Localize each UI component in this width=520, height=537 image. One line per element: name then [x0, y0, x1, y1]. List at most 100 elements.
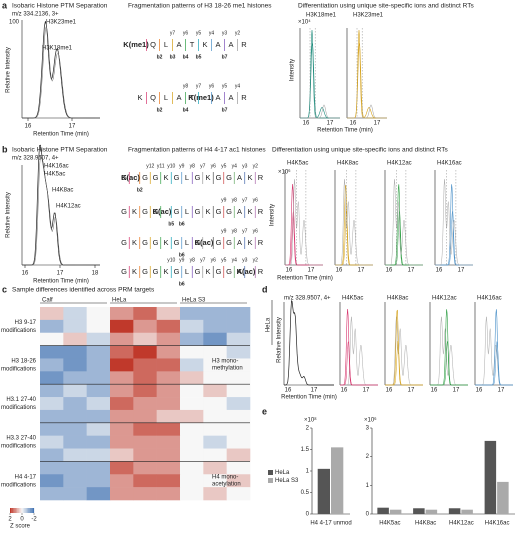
y-ion: y7	[242, 197, 248, 203]
peak-label: H3K18me1	[42, 46, 73, 52]
heatmap-cell	[156, 384, 181, 398]
y-ion: y8	[183, 83, 189, 89]
trace	[300, 104, 340, 119]
colorbar	[12, 508, 14, 513]
residue: K	[132, 238, 137, 247]
residue: L	[185, 238, 189, 247]
heatmap-cell	[133, 332, 157, 346]
x-tick-label: 17	[453, 388, 460, 394]
colorbar	[31, 508, 33, 513]
y-tick-label: 2	[366, 454, 370, 460]
colorbar	[11, 508, 13, 513]
trace	[340, 340, 378, 386]
row-group-label: H3 9-17	[15, 320, 37, 326]
colorbar	[13, 508, 15, 513]
heatmap-cell	[156, 371, 181, 385]
annotation: H3 mono-	[212, 358, 238, 364]
y-ion: y3	[222, 30, 228, 36]
heatmap-cell	[226, 358, 251, 372]
residue: A	[176, 93, 181, 102]
residue: G	[153, 207, 159, 216]
heatmap-cell	[133, 461, 157, 475]
heatmap-cell	[40, 307, 64, 321]
heatmap-cell	[110, 358, 134, 372]
x-tick-label: H4K8ac	[415, 521, 436, 527]
heatmap-cell	[226, 371, 251, 385]
heatmap-cell	[156, 307, 181, 321]
y-ion: y7	[200, 257, 206, 263]
x-tick-label: 16	[386, 268, 393, 274]
row-group-label: H4 4-17	[15, 474, 37, 480]
heatmap-cell	[86, 409, 111, 424]
residue: K	[163, 173, 168, 182]
column-group-label: Calf	[42, 298, 53, 304]
y-ion: y12	[146, 163, 154, 169]
colorbar	[24, 508, 26, 513]
residue: K(ac)	[153, 207, 172, 216]
y-ion: y8	[232, 197, 238, 203]
legend-label: HeLa	[275, 470, 290, 476]
residue: K	[205, 267, 210, 276]
panel-title: Differentiation using unique site-specif…	[272, 147, 448, 154]
heatmap-cell	[180, 422, 204, 436]
subplot-title: H4K16ac	[437, 161, 462, 167]
trace	[285, 183, 323, 266]
b-ion: b6	[179, 252, 185, 258]
x-tick-label: 16	[350, 121, 357, 127]
b-ion: b2	[157, 107, 163, 113]
heatmap-cell	[156, 474, 181, 488]
residue: G	[121, 267, 127, 276]
heatmap-cell	[226, 319, 251, 334]
y-ion: y8	[190, 163, 196, 169]
x-tick-label: 16	[25, 124, 32, 130]
y-tick-label: 2	[306, 426, 310, 432]
heatmap-cell	[180, 448, 204, 462]
panel-label: d	[262, 284, 268, 294]
trace	[335, 184, 373, 266]
y-axis-label: Intensity	[290, 59, 296, 81]
heatmap-cell	[156, 448, 181, 462]
heatmap-cell	[133, 409, 157, 424]
y-ion: y2	[253, 257, 259, 263]
colorbar	[23, 508, 25, 513]
heatmap-cell	[110, 384, 134, 398]
b-ion: b7	[222, 54, 228, 60]
residue: A	[237, 207, 242, 216]
x-tick-label: 16	[22, 271, 29, 277]
y-ion: y7	[242, 228, 248, 234]
heatmap-cell	[180, 345, 204, 359]
residue: K(me1)	[188, 93, 214, 102]
b-ion: b5	[196, 54, 202, 60]
residue: G	[216, 238, 222, 247]
peak-label: H4K16ac	[44, 164, 69, 170]
bar	[461, 509, 473, 514]
heatmap-cell	[203, 345, 227, 359]
mz-label: m/z 334.2136, 3+	[12, 12, 59, 18]
y-axis-label: Relative Intensity	[6, 192, 12, 238]
heatmap-cell	[156, 435, 181, 449]
heatmap-cell	[133, 358, 157, 372]
axis-unit: ×10⁶	[364, 417, 377, 424]
residue: K	[247, 207, 252, 216]
y-tick-label: 1	[306, 469, 310, 475]
colorbar-tick-label: 2	[8, 517, 12, 523]
peak-label: H4K8ac	[52, 188, 73, 194]
x-axis-label: Retention Time (min)	[33, 132, 89, 138]
residue: L	[185, 267, 189, 276]
heatmap-cell	[203, 371, 227, 385]
trace	[385, 211, 423, 266]
subplot-title: H4K12ac	[387, 161, 412, 167]
heatmap-cell	[63, 461, 87, 475]
residue: R	[258, 238, 264, 247]
residue: A	[228, 40, 233, 49]
y-ion: y9	[221, 197, 227, 203]
heatmap-cell	[156, 409, 181, 424]
y-tick-label: 0	[306, 512, 310, 518]
trace	[347, 104, 387, 119]
x-tick-label: 16	[336, 268, 343, 274]
y-ion: y8	[190, 257, 196, 263]
residue: A	[215, 93, 220, 102]
residue: R	[241, 40, 247, 49]
residue: K	[247, 173, 252, 182]
x-tick-label: 16	[476, 388, 483, 394]
